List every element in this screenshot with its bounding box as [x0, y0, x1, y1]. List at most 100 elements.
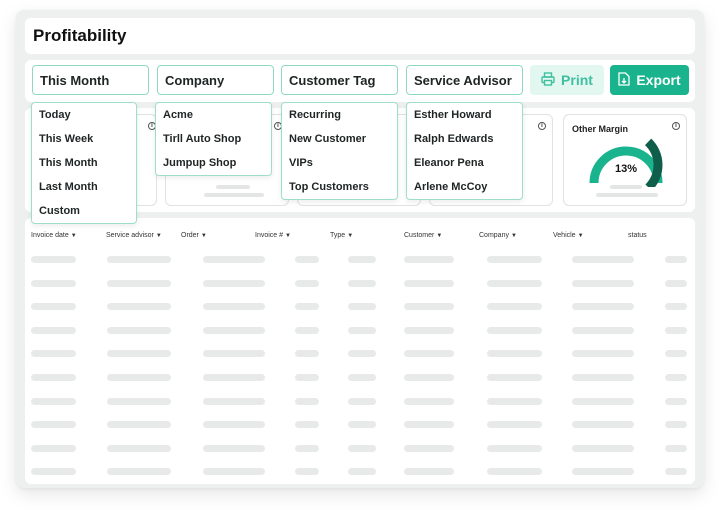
row-skeleton	[31, 444, 76, 452]
column-header-label: Invoice #	[255, 232, 284, 239]
row-skeleton	[203, 374, 265, 381]
row-skeleton	[31, 326, 76, 334]
row-skeleton	[404, 350, 454, 358]
row-skeleton	[487, 256, 542, 263]
row-skeleton	[107, 421, 171, 429]
row-skeleton	[348, 303, 376, 311]
dropdown-option[interactable]: This Week	[39, 133, 94, 145]
printer-icon	[541, 71, 555, 89]
row-skeleton	[572, 256, 634, 263]
row-skeleton	[107, 350, 171, 358]
invoice-table: Invoice date ▼ Service advisor ▼ Order ▼ Invoi…	[25, 218, 695, 484]
filter-bar: This Month Company Customer Tag Service …	[25, 60, 695, 102]
sort-caret-icon: ▼	[577, 233, 584, 239]
customer-tag-dropdown: Recurring New Customer VIPs Top Customer…	[281, 102, 398, 200]
dropdown-option[interactable]: Top Customers	[289, 181, 369, 193]
customer-tag-filter-label: Customer Tag	[289, 72, 376, 88]
row-skeleton	[487, 374, 542, 381]
column-header[interactable]: Customer ▼	[404, 232, 442, 239]
column-header[interactable]: Service advisor ▼	[106, 232, 162, 239]
print-button[interactable]: Print	[530, 65, 604, 95]
row-skeleton	[404, 468, 454, 476]
dropdown-option[interactable]: Ralph Edwards	[414, 133, 494, 145]
column-header[interactable]: Company ▼	[479, 232, 517, 239]
row-skeleton	[572, 397, 634, 405]
row-skeleton	[107, 468, 171, 476]
row-skeleton	[404, 374, 454, 381]
dropdown-option[interactable]: This Month	[39, 157, 98, 169]
row-skeleton	[348, 397, 376, 405]
row-skeleton	[665, 468, 687, 476]
gauge-fill	[644, 138, 663, 187]
column-header[interactable]: Invoice date ▼	[31, 232, 77, 239]
export-button[interactable]: Export	[610, 65, 689, 95]
row-skeleton	[404, 303, 454, 311]
column-header[interactable]: Invoice # ▼	[255, 232, 291, 239]
row-skeleton	[295, 444, 319, 452]
dropdown-option[interactable]: Arlene McCoy	[414, 181, 488, 193]
column-header[interactable]: status	[628, 232, 647, 239]
column-header[interactable]: Vehicle ▼	[553, 232, 584, 239]
column-header[interactable]: Type ▼	[330, 232, 353, 239]
file-export-icon	[618, 71, 630, 89]
column-header[interactable]: Order ▼	[181, 232, 207, 239]
service-advisor-dropdown: Esther Howard Ralph Edwards Eleanor Pena…	[406, 102, 523, 200]
service-advisor-filter[interactable]: Service Advisor	[406, 65, 523, 95]
row-skeleton	[31, 303, 76, 311]
row-skeleton	[404, 256, 454, 263]
dropdown-option[interactable]: VIPs	[289, 157, 313, 169]
row-skeleton	[665, 397, 687, 405]
company-filter[interactable]: Company	[157, 65, 274, 95]
dropdown-option[interactable]: Tirll Auto Shop	[163, 133, 242, 145]
dropdown-option[interactable]: Esther Howard	[414, 109, 492, 121]
info-icon[interactable]: i	[672, 122, 680, 130]
row-skeleton	[487, 468, 542, 476]
row-skeleton	[295, 279, 319, 287]
export-button-label: Export	[636, 72, 681, 88]
info-icon[interactable]: i	[538, 122, 546, 130]
row-skeleton	[107, 444, 171, 452]
row-skeleton	[348, 256, 376, 263]
dropdown-option[interactable]: Jumpup Shop	[163, 157, 237, 169]
row-skeleton	[348, 326, 376, 334]
row-skeleton	[203, 326, 265, 334]
row-skeleton	[665, 303, 687, 311]
column-header-label: Invoice date	[31, 232, 69, 239]
dropdown-option[interactable]: Eleanor Pena	[414, 157, 484, 169]
row-skeleton	[404, 326, 454, 334]
column-header-label: Customer	[404, 232, 435, 239]
dropdown-option[interactable]: New Customer	[289, 133, 367, 145]
company-dropdown: Acme Tirll Auto Shop Jumpup Shop	[155, 102, 272, 176]
skeleton-bar	[204, 193, 264, 197]
date-range-dropdown: Today This Week This Month Last Month Cu…	[31, 102, 137, 224]
sort-caret-icon: ▼	[200, 233, 207, 239]
row-skeleton	[203, 421, 265, 429]
row-skeleton	[487, 397, 542, 405]
row-skeleton	[665, 421, 687, 429]
dropdown-option[interactable]: Custom	[39, 205, 80, 217]
row-skeleton	[295, 303, 319, 311]
row-skeleton	[107, 303, 171, 311]
row-skeleton	[203, 468, 265, 476]
row-skeleton	[348, 374, 376, 381]
row-skeleton	[665, 279, 687, 287]
row-skeleton	[203, 303, 265, 311]
column-header-label: Service advisor	[106, 232, 154, 239]
dropdown-option[interactable]: Last Month	[39, 181, 98, 193]
dropdown-option[interactable]: Today	[39, 109, 71, 121]
date-range-filter[interactable]: This Month	[32, 65, 149, 95]
page-title: Profitability	[33, 26, 127, 45]
row-skeleton	[572, 468, 634, 476]
other-margin-card: Other Margin i 13%	[563, 114, 687, 206]
skeleton-bar	[596, 193, 658, 197]
row-skeleton	[31, 421, 76, 429]
row-skeleton	[348, 350, 376, 358]
customer-tag-filter[interactable]: Customer Tag	[281, 65, 398, 95]
row-skeleton	[203, 279, 265, 287]
row-skeleton	[404, 444, 454, 452]
dropdown-option[interactable]: Acme	[163, 109, 193, 121]
row-skeleton	[404, 421, 454, 429]
dropdown-option[interactable]: Recurring	[289, 109, 341, 121]
row-skeleton	[404, 397, 454, 405]
row-skeleton	[295, 350, 319, 358]
